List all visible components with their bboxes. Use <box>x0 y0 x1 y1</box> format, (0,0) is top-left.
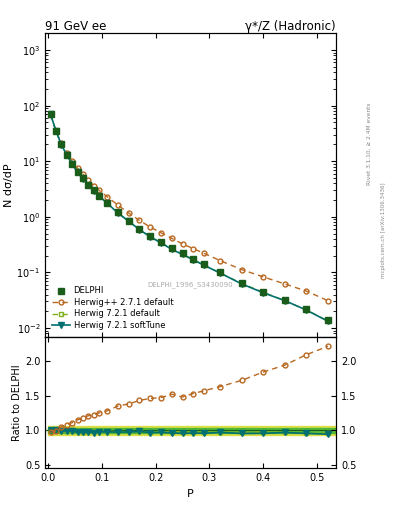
Text: DELPHI_1996_S3430090: DELPHI_1996_S3430090 <box>148 282 233 288</box>
Text: γ*/Z (Hadronic): γ*/Z (Hadronic) <box>245 20 336 33</box>
Text: Rivet 3.1.10, ≥ 2.4M events: Rivet 3.1.10, ≥ 2.4M events <box>367 102 372 185</box>
Text: mcplots.cern.ch [arXiv:1306.3436]: mcplots.cern.ch [arXiv:1306.3436] <box>381 183 386 278</box>
Y-axis label: N dσ/dP: N dσ/dP <box>4 163 14 207</box>
X-axis label: P: P <box>187 489 194 499</box>
Text: 91 GeV ee: 91 GeV ee <box>45 20 107 33</box>
Legend: DELPHI, Herwig++ 2.7.1 default, Herwig 7.2.1 default, Herwig 7.2.1 softTune: DELPHI, Herwig++ 2.7.1 default, Herwig 7… <box>50 284 176 332</box>
Y-axis label: Ratio to DELPHI: Ratio to DELPHI <box>12 364 22 441</box>
